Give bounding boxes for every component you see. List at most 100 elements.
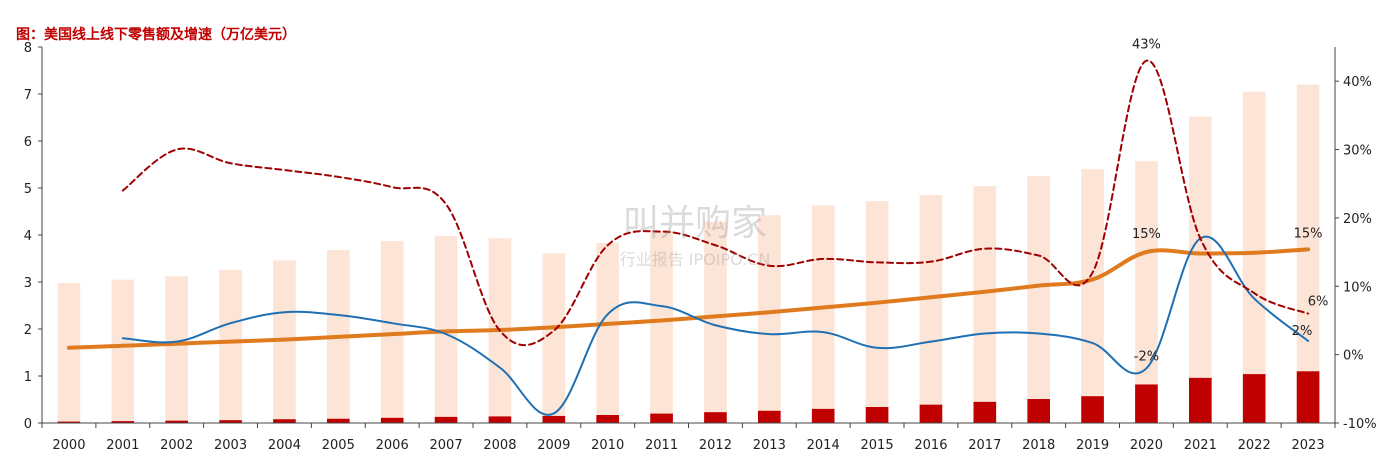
online-bars bbox=[57, 371, 1320, 423]
watermark-main: 叫并购家 bbox=[623, 203, 767, 244]
watermark: 叫并购家 行业报告 IPOIPO.CN bbox=[620, 203, 771, 269]
y-tick-label: 7 bbox=[24, 88, 32, 103]
series-lines bbox=[66, 59, 1311, 416]
y2-tick-label: 0% bbox=[1343, 349, 1364, 364]
online-bar bbox=[704, 412, 727, 423]
annotations: 43% 15% -2% 15% 6% 2% bbox=[1132, 38, 1328, 365]
online-bar bbox=[650, 413, 673, 423]
x-tick-label: 2023 bbox=[1292, 438, 1325, 453]
total-bar bbox=[919, 195, 943, 423]
x-tick-label: 2012 bbox=[699, 438, 732, 453]
x-tick-label: 2020 bbox=[1130, 438, 1163, 453]
y-tick-label: 4 bbox=[24, 229, 32, 244]
total-bar bbox=[704, 221, 727, 423]
online-bar bbox=[1135, 384, 1158, 423]
y-tick-label: 6 bbox=[24, 135, 32, 150]
online-bar bbox=[219, 420, 242, 423]
online-bar bbox=[973, 401, 997, 423]
y-tick-label: 2 bbox=[24, 323, 32, 338]
total-bar bbox=[57, 282, 81, 423]
online-bar bbox=[326, 418, 350, 423]
online-bar bbox=[1296, 371, 1320, 423]
x-tick-label: 2005 bbox=[322, 438, 355, 453]
total-bar bbox=[165, 276, 189, 423]
online-bar bbox=[57, 421, 81, 423]
y2-tick-label: -10% bbox=[1343, 417, 1377, 432]
x-tick-label: 2010 bbox=[591, 438, 624, 453]
x-tick-label: 2016 bbox=[914, 438, 947, 453]
x-tick-label: 2021 bbox=[1184, 438, 1217, 453]
x-tick-label: 2022 bbox=[1238, 438, 1271, 453]
total-bar bbox=[1296, 84, 1320, 423]
axes: 0 1 2 3 4 5 6 7 8 -10% 0% 10% 20% 30% 40% 2000 2001 2002 2… bbox=[24, 41, 1377, 453]
data-label: 15% bbox=[1294, 226, 1323, 241]
total-bar bbox=[542, 253, 566, 423]
online-bar bbox=[434, 416, 458, 423]
online-bar bbox=[1027, 399, 1051, 423]
online-bar bbox=[1188, 377, 1212, 423]
total-bar bbox=[219, 269, 242, 423]
online-bar bbox=[1242, 374, 1266, 423]
x-tick-label: 2003 bbox=[214, 438, 247, 453]
y-tick-label: 0 bbox=[24, 417, 32, 432]
x-tick-label: 2006 bbox=[376, 438, 409, 453]
y-tick-label: 8 bbox=[24, 41, 32, 56]
x-tick-label: 2011 bbox=[645, 438, 678, 453]
x-tick-label: 2001 bbox=[106, 438, 139, 453]
online-bar bbox=[380, 417, 404, 423]
x-tick-label: 2002 bbox=[160, 438, 193, 453]
online-bar bbox=[273, 419, 296, 423]
data-label: 6% bbox=[1308, 295, 1329, 310]
online-bar bbox=[542, 415, 566, 423]
total-bar bbox=[596, 242, 620, 423]
online-bar bbox=[111, 421, 135, 423]
y2-tick-label: 10% bbox=[1343, 280, 1372, 295]
total-bar bbox=[111, 279, 135, 423]
data-label: -2% bbox=[1134, 349, 1159, 364]
x-tick-label: 2015 bbox=[861, 438, 894, 453]
online-bar bbox=[165, 420, 189, 423]
y-tick-label: 5 bbox=[24, 182, 32, 197]
y2-tick-label: 30% bbox=[1343, 144, 1372, 159]
watermark-sub: 行业报告 IPOIPO.CN bbox=[620, 250, 771, 269]
online-bar bbox=[488, 416, 512, 423]
y-tick-label: 1 bbox=[24, 370, 32, 385]
total-bar bbox=[1188, 116, 1212, 423]
online-bar bbox=[596, 415, 620, 423]
total-bar bbox=[1081, 169, 1104, 423]
total-bar bbox=[1027, 176, 1051, 423]
data-label: 15% bbox=[1132, 227, 1161, 242]
total-bar bbox=[757, 215, 781, 423]
online-bar bbox=[865, 407, 889, 423]
y-tick-label: 3 bbox=[24, 276, 32, 291]
x-tick-label: 2007 bbox=[430, 438, 463, 453]
online-growth-line bbox=[121, 59, 1310, 347]
online-ratio-line bbox=[66, 247, 1311, 350]
total-bar bbox=[273, 260, 296, 423]
x-tick-label: 2018 bbox=[1022, 438, 1055, 453]
x-tick-label: 2019 bbox=[1076, 438, 1109, 453]
y2-tick-label: 20% bbox=[1343, 212, 1372, 227]
online-bar bbox=[811, 408, 835, 423]
x-tick-label: 2004 bbox=[268, 438, 301, 453]
total-growth-line bbox=[121, 235, 1310, 416]
online-bar bbox=[757, 410, 781, 423]
total-bar bbox=[973, 186, 997, 423]
chart-title: 图：美国线上线下零售额及增速（万亿美元） bbox=[16, 27, 296, 43]
x-tick-label: 2000 bbox=[52, 438, 85, 453]
data-label: 2% bbox=[1292, 324, 1313, 339]
online-bar bbox=[1081, 396, 1104, 423]
total-bar bbox=[380, 241, 404, 423]
total-bar bbox=[1242, 91, 1266, 424]
x-tick-label: 2014 bbox=[807, 438, 840, 453]
online-bar bbox=[919, 404, 943, 423]
total-bars bbox=[57, 84, 1320, 424]
total-bar bbox=[650, 230, 673, 423]
x-tick-label: 2009 bbox=[537, 438, 570, 453]
x-tick-label: 2008 bbox=[483, 438, 516, 453]
total-bar bbox=[865, 201, 889, 423]
x-tick-label: 2017 bbox=[968, 438, 1001, 453]
total-bar bbox=[1135, 161, 1158, 423]
data-label: 43% bbox=[1132, 38, 1161, 53]
